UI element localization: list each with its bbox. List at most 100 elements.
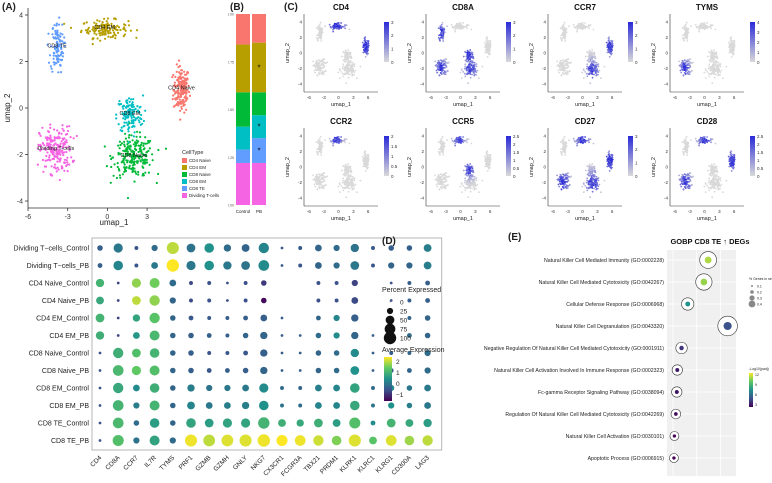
- feature-point: [451, 24, 453, 26]
- umap-point: [116, 177, 118, 179]
- umap-point: [48, 62, 50, 64]
- feature-point: [715, 188, 717, 190]
- feature-point: [582, 22, 584, 24]
- feature-point: [584, 141, 586, 143]
- umap-point: [181, 108, 183, 110]
- feature-point: [463, 26, 465, 28]
- umap-point: [129, 101, 131, 103]
- feature-point: [472, 65, 474, 67]
- feature-points: [678, 136, 735, 198]
- feature-point: [592, 182, 594, 184]
- umap-point: [52, 36, 54, 38]
- feature-point: [470, 191, 472, 193]
- feature-point: [441, 140, 443, 142]
- feature-point: [563, 174, 565, 176]
- umap-point: [137, 174, 139, 176]
- feature-point: [452, 26, 454, 28]
- feature-point: [718, 68, 720, 70]
- feature-point: [711, 82, 713, 84]
- feature-point: [564, 22, 566, 24]
- umap-point: [178, 82, 180, 84]
- umap-point: [180, 76, 182, 78]
- y-tick-label: -4: [420, 196, 424, 201]
- feature-point: [490, 40, 492, 42]
- feature-point: [716, 68, 718, 70]
- feature-point: [705, 26, 707, 28]
- feature-point: [325, 184, 327, 186]
- feature-point: [332, 29, 334, 31]
- colorbar: [750, 22, 755, 62]
- umap-point: [172, 94, 174, 96]
- feature-point: [339, 182, 341, 184]
- feature-point: [592, 60, 594, 62]
- umap-point: [127, 128, 129, 130]
- feature-point: [711, 70, 713, 72]
- feature-point: [439, 74, 441, 76]
- umap-point: [182, 104, 184, 106]
- feature-point: [592, 191, 594, 193]
- feature-point: [690, 25, 692, 27]
- colorbar-label: 0: [635, 60, 638, 65]
- feature-point: [337, 72, 339, 74]
- feature-point: [471, 188, 473, 190]
- x-tick-label: 0: [337, 209, 340, 214]
- x-tick-label: 3: [718, 95, 721, 100]
- feature-point: [445, 179, 447, 181]
- y-tick-label: -4: [17, 199, 23, 206]
- umap-point: [45, 160, 47, 162]
- feature-point: [467, 196, 469, 198]
- y-tick-label: 2: [665, 149, 668, 154]
- umap-point: [128, 141, 130, 143]
- feature-point: [367, 47, 369, 49]
- feature-point: [313, 65, 315, 67]
- feature-point: [317, 152, 319, 154]
- umap-point: [136, 136, 138, 138]
- feature-point: [711, 73, 713, 75]
- umap-point: [56, 161, 58, 163]
- feature-point: [576, 31, 578, 33]
- x-axis-label: umap_1: [100, 218, 129, 227]
- feature-point: [465, 174, 467, 176]
- feature-point: [440, 148, 442, 150]
- feature-point: [320, 40, 322, 42]
- feature-point: [441, 24, 443, 26]
- feature-point: [719, 64, 721, 66]
- feature-point: [342, 63, 344, 65]
- feature-point: [706, 185, 708, 187]
- colorbar-label: 4: [757, 20, 760, 25]
- umap-point: [57, 34, 59, 36]
- y-tick-label: 4: [19, 12, 23, 19]
- umap-point: [122, 108, 124, 110]
- umap-point: [107, 17, 109, 19]
- feature-point: [445, 172, 447, 174]
- feature-point: [445, 58, 447, 60]
- feature-point: [316, 69, 318, 71]
- y-tick-label: 4: [299, 19, 302, 24]
- feature-point: [586, 182, 588, 184]
- feature-point: [436, 72, 438, 74]
- umap-point: [126, 167, 128, 169]
- feature-point: [563, 140, 565, 142]
- feature-point: [600, 77, 602, 79]
- y-tick-label: -2: [420, 66, 424, 71]
- feature-point: [341, 56, 343, 58]
- feature-point: [685, 62, 687, 64]
- legend-label: Dividing T-cells: [189, 193, 220, 198]
- feature-point: [443, 60, 445, 62]
- x-tick-label: -6: [307, 209, 311, 214]
- feature-point: [439, 38, 441, 40]
- feature-point: [715, 29, 717, 31]
- feature-point: [467, 171, 469, 173]
- umap-point: [60, 52, 62, 54]
- umap-point: [107, 36, 109, 38]
- umap-point: [55, 62, 57, 64]
- umap-point: [51, 68, 53, 70]
- feature-point: [463, 56, 465, 58]
- feature-points: [434, 136, 492, 198]
- feature-point: [321, 174, 323, 176]
- feature-point: [563, 73, 565, 75]
- feature-point: [563, 146, 565, 148]
- umap-point: [49, 127, 51, 129]
- umap-point: [99, 34, 101, 36]
